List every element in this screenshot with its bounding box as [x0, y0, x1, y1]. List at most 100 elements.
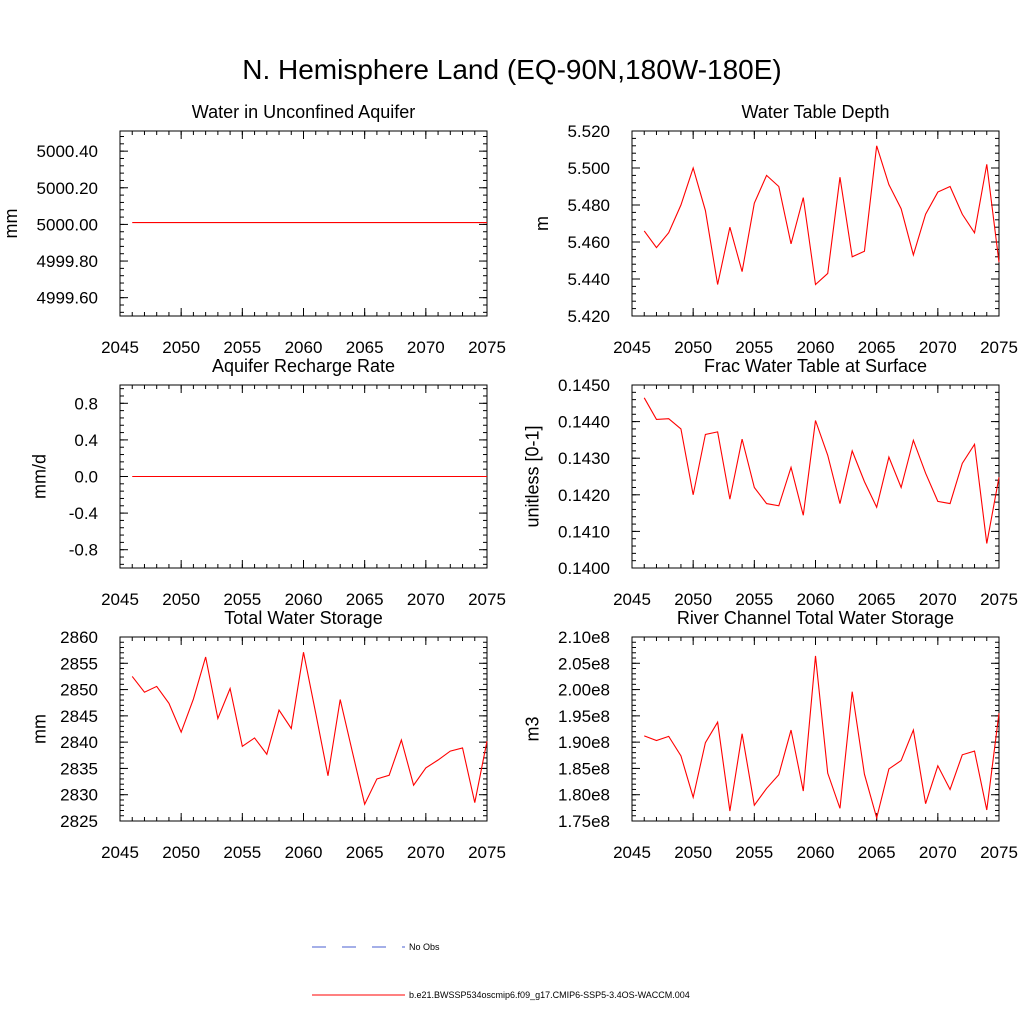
y-tick-label: 0.0	[74, 468, 98, 487]
y-tick-label: 2835	[60, 759, 98, 778]
legend-label: No Obs	[409, 942, 440, 952]
y-tick-label: 1.90e8	[558, 733, 610, 752]
y-axis-label: unitless [0-1]	[522, 425, 542, 527]
series-line	[643, 397, 1000, 544]
panel-6: 2045 2050 2055 2060 2065 2070 2075 1.75e8 1.80e8…	[522, 608, 1018, 862]
x-tick-label: 2050	[674, 338, 712, 357]
y-tick-label: 0.1400	[558, 559, 610, 578]
x-tick-label: 2060	[285, 338, 323, 357]
x-tick-label: 2065	[858, 590, 896, 609]
x-tick-label: 2075	[980, 590, 1018, 609]
y-tick-label: 2840	[60, 733, 98, 752]
legend: No Obs b.e21.BWSSP534oscmip6.f09_g17.CMIP…	[312, 942, 690, 1000]
y-tick-label: 2855	[60, 654, 98, 673]
panel-title: Water Table Depth	[741, 102, 889, 122]
x-tick-label: 2045	[101, 338, 139, 357]
x-tick-label: 2070	[919, 843, 957, 862]
x-tick-label: 2060	[797, 590, 835, 609]
y-axis-label: mm/d	[30, 454, 50, 499]
plot-frame	[631, 130, 1000, 317]
panel-title: Aquifer Recharge Rate	[212, 356, 395, 376]
y-tick-label: -0.4	[69, 504, 98, 523]
y-tick-label: 0.1420	[558, 486, 610, 505]
panel-title: River Channel Total Water Storage	[677, 608, 954, 628]
y-axis-label: m	[532, 216, 552, 231]
plot-frame	[631, 636, 1000, 822]
series-line	[131, 652, 488, 806]
y-tick-label: 1.75e8	[558, 812, 610, 831]
panel-title: Total Water Storage	[224, 608, 382, 628]
x-tick-label: 2060	[285, 843, 323, 862]
panel-1: 2045 2050 2055 2060 2065 2070 2075 4999.60 4999.…	[1, 102, 506, 357]
x-tick-label: 2065	[858, 338, 896, 357]
y-tick-label: 2845	[60, 707, 98, 726]
x-tick-label: 2060	[797, 338, 835, 357]
y-tick-label: 5000.40	[37, 142, 98, 161]
y-tick-label: 1.85e8	[558, 759, 610, 778]
x-tick-label: 2070	[919, 590, 957, 609]
panel-3: 2045 2050 2055 2060 2065 2070 2075 -0.8 -0.4 0.0 0…	[30, 356, 506, 609]
y-tick-label: 2.10e8	[558, 628, 610, 647]
y-tick-label: 1.80e8	[558, 786, 610, 805]
y-tick-label: 0.1410	[558, 522, 610, 541]
x-tick-label: 2055	[735, 338, 773, 357]
x-tick-label: 2075	[980, 843, 1018, 862]
plot-frame	[631, 384, 1000, 569]
y-tick-label: 5000.20	[37, 179, 98, 198]
panel-title: Water in Unconfined Aquifer	[192, 102, 415, 122]
x-tick-label: 2045	[613, 843, 651, 862]
y-tick-label: 5.520	[567, 122, 610, 141]
x-tick-label: 2065	[346, 590, 384, 609]
figure-title: N. Hemisphere Land (EQ-90N,180W-180E)	[242, 54, 782, 85]
x-tick-label: 2055	[735, 843, 773, 862]
x-tick-label: 2060	[285, 590, 323, 609]
legend-label: b.e21.BWSSP534oscmip6.f09_g17.CMIP6-SSP5…	[409, 990, 690, 1000]
x-tick-label: 2075	[468, 590, 506, 609]
x-tick-label: 2070	[407, 843, 445, 862]
y-tick-label: 2860	[60, 628, 98, 647]
y-tick-label: 4999.80	[37, 252, 98, 271]
x-tick-label: 2050	[162, 590, 200, 609]
x-tick-label: 2065	[858, 843, 896, 862]
y-tick-label: 0.1430	[558, 449, 610, 468]
x-tick-label: 2050	[674, 843, 712, 862]
x-tick-label: 2055	[223, 843, 261, 862]
x-tick-label: 2050	[674, 590, 712, 609]
panel-5: 2045 2050 2055 2060 2065 2070 2075 2825 2830 2835…	[30, 608, 506, 862]
x-tick-label: 2055	[735, 590, 773, 609]
y-tick-label: 0.4	[74, 431, 98, 450]
y-tick-label: 5.500	[567, 159, 610, 178]
y-tick-label: 1.95e8	[558, 707, 610, 726]
y-tick-label: 0.1450	[558, 376, 610, 395]
x-tick-label: 2075	[468, 843, 506, 862]
y-tick-label: 0.1440	[558, 413, 610, 432]
x-tick-label: 2045	[613, 338, 651, 357]
y-tick-label: 5.440	[567, 270, 610, 289]
y-tick-label: 2830	[60, 786, 98, 805]
y-tick-label: 4999.60	[37, 289, 98, 308]
y-tick-label: 5.480	[567, 196, 610, 215]
x-tick-label: 2065	[346, 338, 384, 357]
y-tick-label: 2850	[60, 681, 98, 700]
x-tick-label: 2055	[223, 590, 261, 609]
y-axis-label: mm	[1, 209, 21, 239]
x-tick-label: 2050	[162, 843, 200, 862]
x-tick-label: 2065	[346, 843, 384, 862]
y-axis-label: m3	[522, 716, 542, 741]
series-line	[644, 655, 1000, 820]
x-tick-label: 2060	[797, 843, 835, 862]
panel-title: Frac Water Table at Surface	[704, 356, 927, 376]
x-tick-label: 2045	[101, 843, 139, 862]
x-tick-label: 2045	[101, 590, 139, 609]
y-tick-label: 2.00e8	[558, 681, 610, 700]
panel-2: 2045 2050 2055 2060 2065 2070 2075 5.420 5.440 5.…	[532, 102, 1018, 357]
y-tick-label: 2825	[60, 812, 98, 831]
x-tick-label: 2070	[407, 338, 445, 357]
x-tick-label: 2070	[407, 590, 445, 609]
y-tick-label: 5.460	[567, 233, 610, 252]
plot-frame	[119, 636, 488, 822]
x-tick-label: 2045	[613, 590, 651, 609]
y-tick-label: 2.05e8	[558, 654, 610, 673]
y-tick-label: 5.420	[567, 307, 610, 326]
